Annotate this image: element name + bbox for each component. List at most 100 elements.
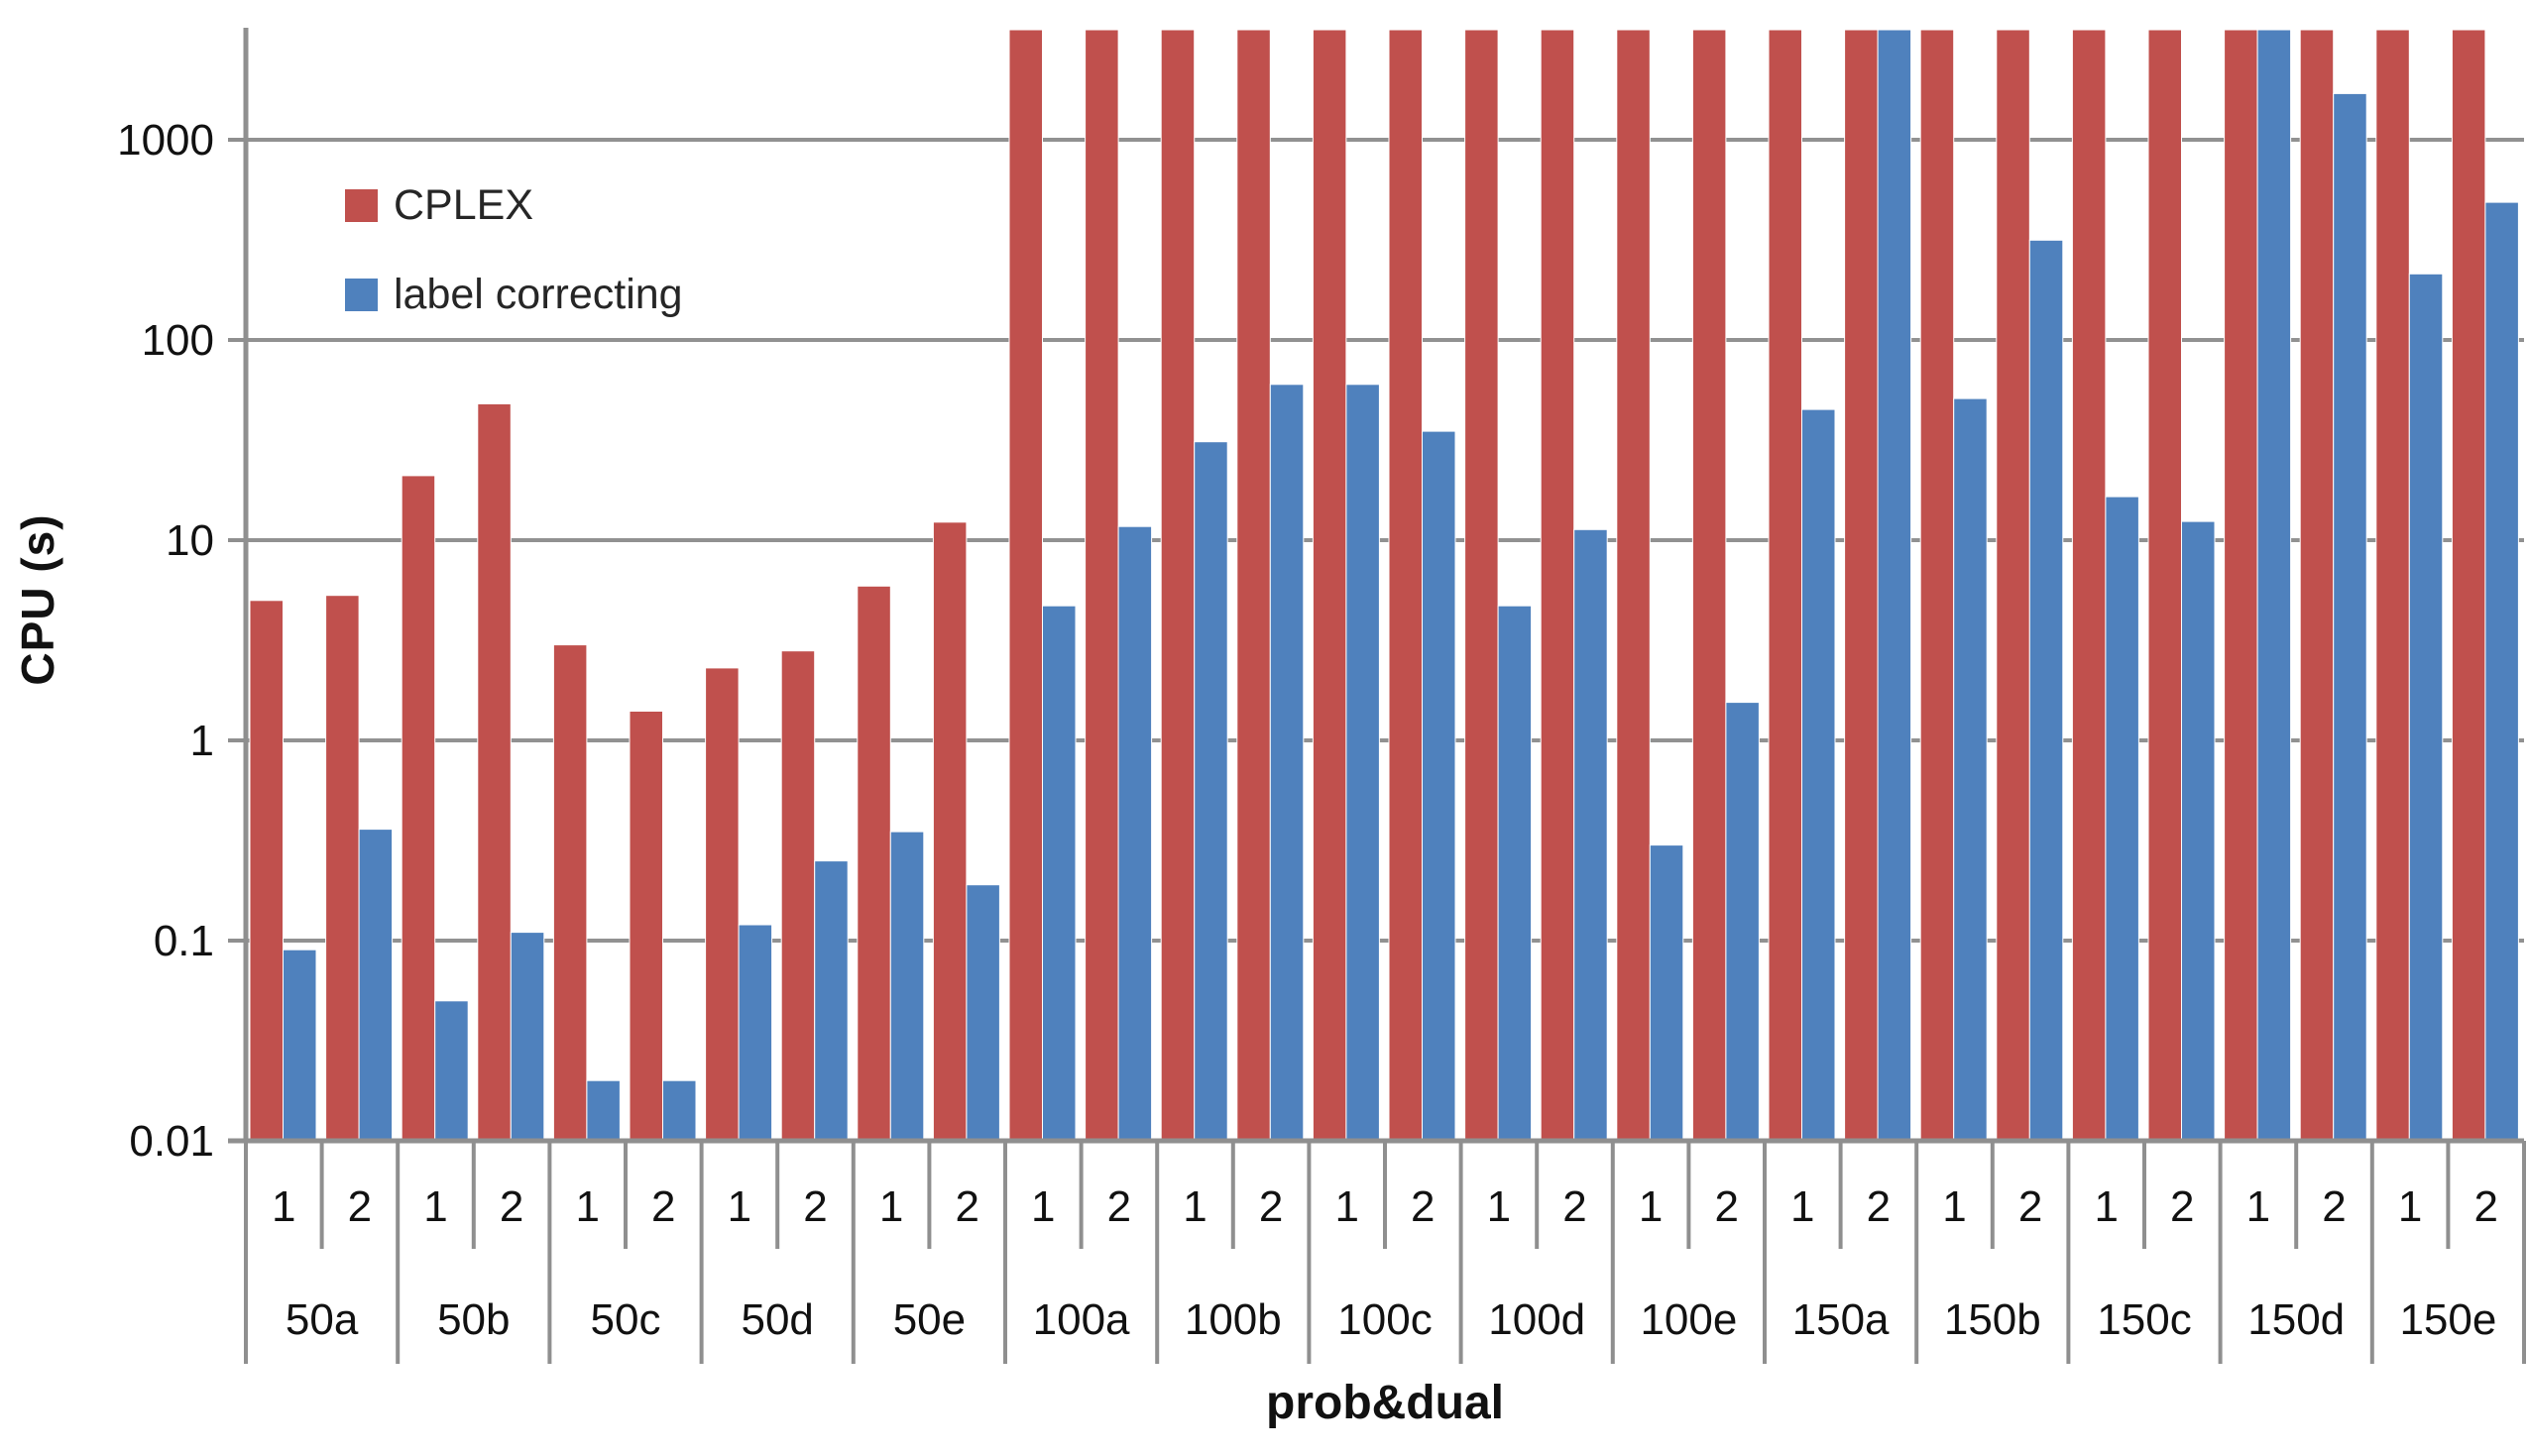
bar-cplex-100b-1 (1160, 29, 1196, 1142)
dual-label-50a-1: 1 (272, 1182, 295, 1231)
dual-label-50c-1: 1 (575, 1182, 599, 1231)
bar-cplex-150c-2 (2147, 29, 2182, 1142)
y-tick-label-10: 10 (166, 516, 214, 565)
group-label-50d: 50d (741, 1295, 813, 1344)
bar-cplex-50d-2 (780, 650, 816, 1142)
group-label-50e: 50e (893, 1295, 966, 1344)
bars (249, 29, 2519, 1142)
dual-label-100a-2: 2 (1107, 1182, 1131, 1231)
group-label-150c: 150c (2097, 1295, 2191, 1344)
bar-label-correcting-100a-1 (1042, 605, 1077, 1142)
legend-item-cplex: CPLEX (345, 182, 683, 228)
legend-label-label-correcting: label correcting (394, 271, 683, 318)
bar-cplex-150a-1 (1768, 29, 1802, 1142)
bar-cplex-50b-1 (401, 475, 436, 1142)
bar-label-correcting-150d-2 (2333, 92, 2367, 1142)
dual-label-150a-1: 1 (1790, 1182, 1814, 1231)
dual-label-50b-2: 2 (500, 1182, 523, 1231)
group-label-100e: 100e (1640, 1295, 1737, 1344)
label-correcting-series-swatch-icon (345, 278, 378, 311)
bar-cplex-50e-1 (857, 585, 891, 1142)
bar-cplex-50e-2 (932, 521, 968, 1142)
dual-label-50d-1: 1 (728, 1182, 751, 1231)
group-label-150a: 150a (1792, 1295, 1890, 1344)
bar-label-correcting-150a-1 (1801, 408, 1836, 1142)
dual-label-150e-1: 1 (2398, 1182, 2422, 1231)
bar-label-correcting-150a-2 (1877, 29, 1912, 1142)
bar-cplex-100b-2 (1236, 29, 1271, 1142)
bar-cplex-50a-1 (249, 600, 284, 1142)
dual-label-150d-2: 2 (2322, 1182, 2346, 1231)
group-label-100b: 100b (1185, 1295, 1282, 1344)
bar-cplex-50c-2 (629, 711, 663, 1142)
dual-label-100c-2: 2 (1411, 1182, 1435, 1231)
bar-label-correcting-150c-2 (2181, 520, 2216, 1142)
bar-cplex-100a-1 (1008, 29, 1043, 1142)
dual-label-50c-2: 2 (651, 1182, 675, 1231)
bar-label-correcting-50d-1 (738, 924, 773, 1142)
bar-label-correcting-100c-2 (1422, 430, 1456, 1142)
bar-label-correcting-100e-2 (1725, 702, 1760, 1142)
bar-label-correcting-100b-1 (1194, 441, 1228, 1142)
bar-cplex-150d-2 (2299, 29, 2335, 1142)
bar-cplex-100d-2 (1540, 29, 1575, 1142)
bar-cplex-50a-2 (325, 595, 360, 1142)
group-label-150b: 150b (1944, 1295, 2041, 1344)
bar-label-correcting-50c-1 (586, 1079, 621, 1142)
bar-cplex-50b-2 (477, 402, 512, 1142)
bar-label-correcting-50d-2 (814, 860, 849, 1142)
y-tick-label-0.01: 0.01 (129, 1117, 214, 1166)
group-label-100d: 100d (1488, 1295, 1585, 1344)
group-label-150d: 150d (2247, 1295, 2345, 1344)
dual-label-100e-1: 1 (1639, 1182, 1663, 1231)
bar-label-correcting-150b-2 (2028, 239, 2064, 1142)
y-axis-title: CPU (s) (12, 513, 63, 686)
x-axis-title: prob&dual (1266, 1377, 1504, 1429)
bar-cplex-150d-1 (2224, 29, 2258, 1142)
bar-cplex-100c-2 (1388, 29, 1423, 1142)
dual-label-100b-2: 2 (1259, 1182, 1283, 1231)
bar-label-correcting-50a-2 (358, 829, 394, 1142)
bar-cplex-150a-2 (1844, 29, 1879, 1142)
bar-label-correcting-50b-2 (510, 932, 545, 1142)
dual-label-100e-2: 2 (1714, 1182, 1738, 1231)
axes (228, 28, 2526, 1364)
group-label-150e: 150e (2399, 1295, 2496, 1344)
bar-label-correcting-150c-1 (2105, 496, 2139, 1142)
group-label-50b: 50b (437, 1295, 510, 1344)
dual-label-100b-1: 1 (1183, 1182, 1207, 1231)
dual-label-50b-1: 1 (423, 1182, 447, 1231)
bar-label-correcting-100e-1 (1649, 844, 1684, 1142)
bar-label-correcting-100b-2 (1269, 384, 1305, 1142)
bar-label-correcting-150b-1 (1953, 397, 1988, 1142)
axis-labels: 0.01 0.1 1 10 100 1000 1 2 50a 1 2 50b 1 2 50c 1 2 50d 1 2 5… (117, 116, 2498, 1344)
bar-cplex-150b-2 (1996, 29, 2030, 1142)
group-label-50a: 50a (286, 1295, 359, 1344)
dual-label-50d-2: 2 (803, 1182, 827, 1231)
dual-label-100a-1: 1 (1031, 1182, 1055, 1231)
dual-label-100d-1: 1 (1487, 1182, 1511, 1231)
bar-cplex-100e-1 (1616, 29, 1651, 1142)
y-tick-label-1: 1 (190, 717, 214, 765)
bar-label-correcting-50a-1 (283, 949, 317, 1142)
bar-cplex-100e-2 (1691, 29, 1727, 1142)
bar-label-correcting-50b-1 (434, 1000, 469, 1142)
bar-label-correcting-100d-2 (1573, 528, 1608, 1142)
bar-cplex-150c-1 (2071, 29, 2107, 1142)
group-label-100c: 100c (1337, 1295, 1432, 1344)
bar-cplex-100d-1 (1464, 29, 1499, 1142)
dual-label-100c-1: 1 (1334, 1182, 1358, 1231)
bar-label-correcting-150d-1 (2256, 29, 2292, 1142)
cplex-series-swatch-icon (345, 188, 378, 222)
dual-label-150a-2: 2 (1867, 1182, 1891, 1231)
dual-label-100d-2: 2 (1562, 1182, 1586, 1231)
dual-label-150d-1: 1 (2246, 1182, 2270, 1231)
bar-label-correcting-50e-1 (889, 831, 925, 1142)
group-label-100a: 100a (1033, 1295, 1130, 1344)
legend: CPLEX label correcting (345, 182, 683, 317)
bar-label-correcting-100a-2 (1117, 525, 1153, 1142)
bar-cplex-150e-2 (2451, 29, 2486, 1142)
bar-cplex-150e-1 (2375, 29, 2410, 1142)
bar-label-correcting-150e-2 (2484, 201, 2519, 1142)
